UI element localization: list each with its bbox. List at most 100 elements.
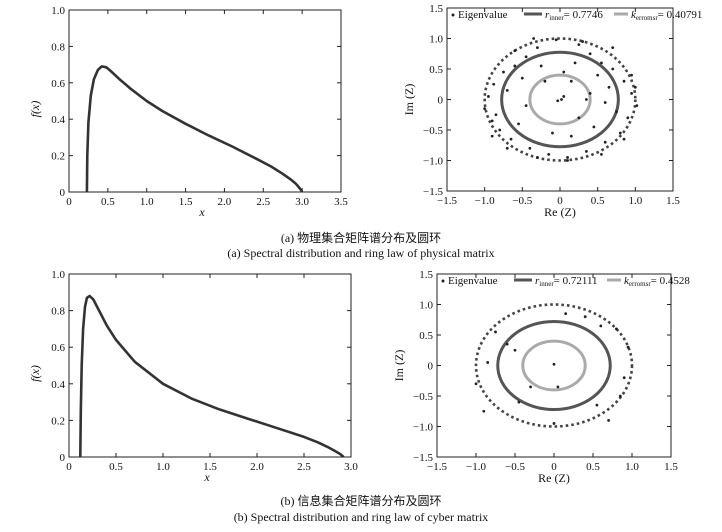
- eigenvalue-point: [528, 146, 532, 150]
- eigenvalue-point: [556, 385, 560, 389]
- eigenvalue-point: [600, 153, 603, 156]
- x-tick-label: 0: [551, 461, 557, 473]
- y-axis-label: f(x): [28, 101, 42, 118]
- x-tick-label: 1.0: [140, 196, 154, 208]
- eigenvalue-point: [490, 119, 494, 123]
- eigenvalue-point: [603, 101, 607, 104]
- eigenvalue-point: [536, 156, 539, 159]
- eigenvalue-point: [630, 73, 633, 77]
- legend-eigen-marker: [451, 13, 455, 17]
- legend-eigen-label: Eigenvalue: [458, 9, 508, 21]
- eigenvalue-point: [560, 98, 563, 101]
- x-tick-label: 0: [557, 195, 563, 207]
- eigenvalue-point: [626, 116, 630, 120]
- y-tick-label: 0.5: [429, 64, 443, 76]
- eigenvalue-point: [524, 55, 528, 59]
- eigenvalue-point: [547, 153, 551, 156]
- eigenvalue-point: [569, 134, 573, 138]
- eigenvalue-point: [529, 385, 532, 389]
- chart-panel-b-right: −1.5 −1.0 −0.5 0 0.5 1.0 1.5 −1.5 −1.0 −0.5 0 0.5 1.…: [392, 269, 690, 485]
- eigenvalue-point: [505, 146, 509, 150]
- eigenvalue-point: [498, 128, 502, 132]
- eigenvalue-point: [622, 137, 626, 141]
- eigenvalue-point: [626, 345, 630, 349]
- eigenvalue-point: [562, 70, 566, 74]
- eigenvalue-point: [539, 64, 543, 68]
- y-tick-label: 0: [438, 95, 444, 107]
- eigenvalue-point: [588, 92, 592, 95]
- y-tick-label: 0.2: [51, 151, 65, 163]
- eigenvalue-point: [573, 61, 577, 65]
- eigenvalue-point: [566, 156, 569, 159]
- x-tick-label: 0.5: [101, 196, 115, 208]
- eigenvalue-point: [482, 409, 486, 413]
- eigenvalue-point: [513, 49, 517, 53]
- series-line: [85, 65, 304, 193]
- eigenvalue-point: [483, 107, 487, 111]
- eigenvalue-point: [536, 46, 539, 50]
- y-tick-label: 0: [60, 187, 66, 199]
- y-tick-label: 1.5: [429, 3, 443, 15]
- x-tick-label: 0: [66, 461, 72, 473]
- eigenvalue-point: [552, 422, 556, 425]
- y-axis-label: Im (Z): [402, 84, 416, 116]
- eigenvalue-point: [524, 104, 528, 107]
- eigenvalue-point: [615, 327, 618, 331]
- y-tick-label: −0.5: [423, 125, 443, 137]
- plot-frame: [68, 9, 342, 193]
- x-axis-label: Re (Z): [544, 205, 576, 219]
- x-tick-label: 2.0: [218, 196, 232, 208]
- chart-panel-a-right: −1.5 −1.0 −0.5 0 0.5 1.0 1.5 −1.5 −1.0 −0.5 0 0.5 1.…: [402, 3, 702, 219]
- y-tick-label: 0.5: [419, 330, 433, 342]
- eigenvalue-point: [486, 361, 490, 364]
- eigenvalue-point: [513, 348, 517, 352]
- eigenvalue-point: [554, 38, 558, 42]
- eigenvalue-point: [611, 67, 615, 71]
- y-tick-label: 0.2: [51, 415, 65, 427]
- eigenvalue-point: [635, 104, 639, 107]
- x-axis-label: x: [198, 205, 205, 219]
- y-tick-label: −0.5: [413, 391, 433, 403]
- eigenvalue-point: [584, 149, 588, 153]
- eigenvalue-point: [517, 400, 521, 404]
- eigenvalue-point: [520, 76, 524, 80]
- x-tick-label: 1.0: [628, 195, 642, 207]
- inner-ring: [500, 50, 620, 149]
- eigenvalue-point: [494, 330, 497, 334]
- y-tick-label: 0.4: [51, 114, 65, 126]
- x-tick-label: 3.0: [344, 461, 358, 473]
- eigenvalue-point: [474, 382, 478, 386]
- eigenvalue-point: [607, 419, 610, 422]
- eigenvalue-point: [615, 110, 618, 114]
- chart-panel-a-left: 0 0.5 1.0 1.5 2.0 2.5 3.0 3.5 0 0.2 0.4 0.6 0.8 1.0 x f…: [28, 5, 348, 219]
- y-tick-label: 1.5: [419, 269, 433, 281]
- caption-a-en: (a) Spectral distribution and ring law o…: [227, 246, 495, 260]
- x-tick-label: 0.5: [109, 461, 123, 473]
- plot-frame: [68, 273, 352, 458]
- series-line: [79, 294, 345, 458]
- y-tick-label: 1.0: [419, 300, 433, 312]
- x-tick-label: 1.5: [179, 196, 193, 208]
- eigenvalue-point: [562, 95, 566, 98]
- x-tick-label: −0.5: [505, 461, 525, 473]
- caption-b-cn: (b) 信息集合矩阵谱分布及圆环: [280, 494, 442, 508]
- eigenvalue-point: [564, 312, 568, 316]
- eigenvalue-point: [543, 79, 547, 83]
- eigenvalue-point: [532, 37, 536, 40]
- plot-frame: [446, 7, 674, 192]
- eigenvalue-point: [603, 140, 607, 144]
- legend-inner-label: rinner= 0.72111: [535, 275, 598, 288]
- eigenvalue-point: [588, 52, 592, 56]
- y-tick-label: −1.0: [413, 422, 433, 434]
- eigenvalue-point: [552, 362, 556, 366]
- eigenvalue-point: [599, 324, 603, 328]
- x-tick-label: 0.5: [591, 195, 605, 207]
- eigenvalue-point: [492, 82, 496, 86]
- eigenvalue-point: [505, 342, 509, 346]
- x-tick-label: 0.5: [586, 461, 600, 473]
- eigenvalue-point: [584, 98, 588, 101]
- legend-error-label: kerromsr= 0.40791: [631, 9, 702, 22]
- eigenvalue-point: [583, 315, 587, 319]
